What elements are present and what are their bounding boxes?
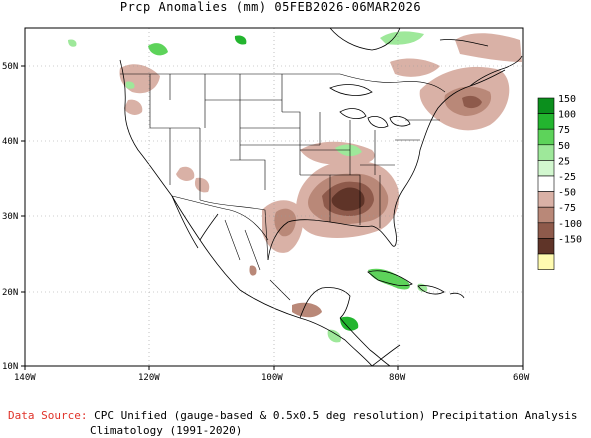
coastlines	[119, 27, 523, 367]
legend-swatch	[537, 128, 555, 146]
longitude-labels: 140W 120W 100W 80W 60W	[14, 373, 530, 383]
map-title-text: Prcp Anomalies (mm) 05FEB2026-06MAR2026	[119, 0, 422, 14]
lon-label-140w: 140W	[14, 373, 36, 383]
gridlines	[25, 28, 523, 366]
political-borders	[120, 73, 446, 301]
lat-label-10n: 10N	[2, 362, 18, 372]
data-source-note: Data Source: CPC Unified (gauge-based & …	[8, 408, 578, 438]
data-source-line1: CPC Unified (gauge-based & 0.5x0.5 deg r…	[94, 409, 578, 422]
legend-label: -50	[558, 188, 576, 199]
data-source-line2: Climatology (1991-2020)	[90, 424, 243, 437]
color-legend: 150 100 75 50 25 -25 -50 -75 -100 -150	[537, 94, 582, 270]
legend-swatch	[537, 160, 555, 177]
legend-swatch	[537, 113, 555, 130]
legend-swatch	[537, 175, 555, 192]
data-source-label: Data Source:	[8, 409, 88, 422]
legend-label: -25	[558, 172, 576, 183]
lon-label-120w: 120W	[138, 373, 160, 383]
lat-label-40n: 40N	[2, 137, 18, 147]
legend-label: 25	[558, 156, 570, 167]
legend-label: 75	[558, 125, 570, 136]
map-title: Prcp Anomalies (mm) 05FEB2026-06MAR2026	[0, 0, 591, 14]
lon-label-100w: 100W	[261, 373, 283, 383]
legend-swatch	[537, 144, 555, 161]
legend-label: 150	[558, 94, 576, 105]
anomaly-map: 140W 120W 100W 80W 60W 50N 40N 30N 20N 1…	[2, 27, 582, 383]
legend-label: 100	[558, 110, 576, 121]
legend-label: -100	[558, 219, 582, 230]
lon-label-80w: 80W	[389, 373, 406, 383]
legend-label: 50	[558, 141, 570, 152]
lat-label-20n: 20N	[2, 288, 18, 298]
lon-label-60w: 60W	[513, 373, 530, 383]
lat-label-30n: 30N	[2, 212, 18, 222]
lat-label-50n: 50N	[2, 62, 18, 72]
latitude-labels: 50N 40N 30N 20N 10N	[2, 62, 18, 372]
legend-swatch	[537, 222, 555, 239]
legend-swatch	[537, 206, 555, 224]
legend-label: -150	[558, 234, 582, 245]
legend-swatch	[537, 253, 555, 270]
legend-swatch	[537, 97, 555, 114]
axis-ticks	[21, 65, 524, 370]
legend-swatch	[537, 238, 555, 255]
legend-label: -75	[558, 203, 576, 214]
legend-swatch	[537, 191, 555, 208]
